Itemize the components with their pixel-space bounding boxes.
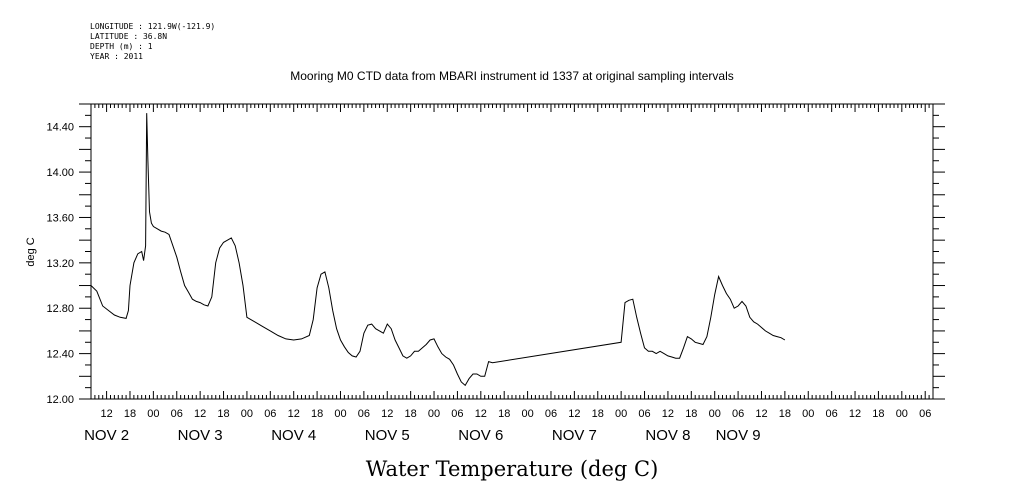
x-axis-label: Water Temperature (deg C)	[366, 457, 659, 481]
x-hour-label: 00	[615, 408, 627, 420]
x-day-label: NOV 3	[178, 427, 223, 444]
metadata-block: LONGITUDE : 121.9W(-121.9) LATITUDE : 36…	[90, 22, 215, 62]
x-hour-label: 06	[826, 408, 838, 420]
x-hour-label: 00	[241, 408, 253, 420]
x-hour-label: 18	[124, 408, 136, 420]
x-day-label: NOV 7	[552, 427, 597, 444]
y-axis-tick-labels: 12.00 12.40 12.80 13.20 13.60 14.00 14.40	[46, 122, 74, 406]
x-hour-label: 18	[217, 408, 229, 420]
x-hour-label: 06	[264, 408, 276, 420]
y-tick-label: 12.40	[46, 349, 74, 361]
y-tick-label: 14.40	[46, 122, 74, 134]
y-tick-label: 13.60	[46, 212, 74, 224]
x-hour-label: 18	[311, 408, 323, 420]
year-text: YEAR : 2011	[90, 52, 143, 61]
x-hour-label: 18	[872, 408, 884, 420]
x-hour-label: 00	[802, 408, 814, 420]
x-day-label: NOV 4	[271, 427, 316, 444]
x-hour-label: 12	[755, 408, 767, 420]
x-hour-label: 18	[498, 408, 510, 420]
y-axis-label: deg C	[25, 237, 37, 266]
x-day-label: NOV 2	[84, 427, 129, 444]
longitude-text: LONGITUDE : 121.9W(-121.9)	[90, 22, 216, 31]
y-tick-label: 12.00	[46, 394, 74, 406]
x-hour-label: 00	[147, 408, 159, 420]
chart-title: Mooring M0 CTD data from MBARI instrumen…	[290, 69, 734, 83]
x-hour-label: 06	[732, 408, 744, 420]
x-axis-hour-labels: 12 18 00 06 12 18 00 06 12 18 00 06 12 18 00 06 12 18 00 06…	[100, 408, 931, 420]
x-hour-label: 00	[896, 408, 908, 420]
x-hour-label: 06	[358, 408, 370, 420]
x-axis-day-labels: NOV 2 NOV 3 NOV 4 NOV 5 NOV 6 NOV 7 NOV 8 NOV 9	[84, 427, 761, 444]
x-hour-label: 12	[568, 408, 580, 420]
x-hour-label: 06	[545, 408, 557, 420]
x-hour-label: 12	[475, 408, 487, 420]
x-day-label: NOV 8	[645, 427, 690, 444]
x-hour-label: 12	[662, 408, 674, 420]
x-hour-label: 12	[849, 408, 861, 420]
x-hour-label: 12	[100, 408, 112, 420]
x-hour-label: 06	[171, 408, 183, 420]
x-hour-label: 18	[592, 408, 604, 420]
x-hour-label: 00	[521, 408, 533, 420]
x-hour-label: 18	[405, 408, 417, 420]
x-hour-label: 06	[451, 408, 463, 420]
water-temperature-line	[90, 113, 786, 387]
depth-text: DEPTH (m) : 1	[90, 42, 153, 51]
latitude-text: LATITUDE : 36.8N	[90, 32, 168, 41]
x-hour-label: 12	[288, 408, 300, 420]
x-hour-label: 06	[638, 408, 650, 420]
x-day-label: NOV 5	[365, 427, 410, 444]
x-hour-label: 06	[919, 408, 931, 420]
x-hour-label: 18	[779, 408, 791, 420]
x-day-label: NOV 9	[716, 427, 761, 444]
x-hour-label: 00	[709, 408, 721, 420]
axis-ticks	[79, 103, 945, 400]
x-hour-label: 12	[194, 408, 206, 420]
x-day-label: NOV 6	[458, 427, 503, 444]
x-hour-label: 00	[334, 408, 346, 420]
x-hour-label: 00	[428, 408, 440, 420]
y-tick-label: 12.80	[46, 303, 74, 315]
y-tick-label: 13.20	[46, 258, 74, 270]
plot-frame	[90, 103, 934, 400]
x-hour-label: 12	[381, 408, 393, 420]
y-tick-label: 14.00	[46, 167, 74, 179]
x-hour-label: 18	[685, 408, 697, 420]
